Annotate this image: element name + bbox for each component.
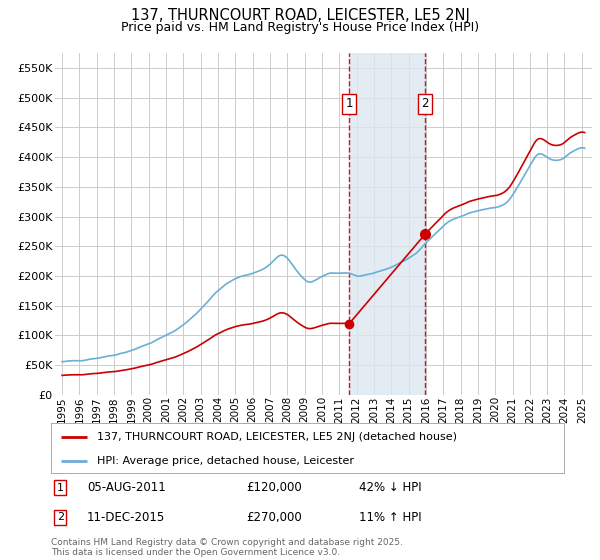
Text: 2: 2 bbox=[421, 97, 428, 110]
Text: 05-AUG-2011: 05-AUG-2011 bbox=[87, 481, 166, 494]
Text: £120,000: £120,000 bbox=[246, 481, 302, 494]
Text: Price paid vs. HM Land Registry's House Price Index (HPI): Price paid vs. HM Land Registry's House … bbox=[121, 21, 479, 34]
Text: Contains HM Land Registry data © Crown copyright and database right 2025.
This d: Contains HM Land Registry data © Crown c… bbox=[51, 538, 403, 557]
Text: 1: 1 bbox=[346, 97, 353, 110]
Text: 11-DEC-2015: 11-DEC-2015 bbox=[87, 511, 165, 524]
Text: HPI: Average price, detached house, Leicester: HPI: Average price, detached house, Leic… bbox=[97, 456, 354, 465]
Bar bbox=[349, 53, 425, 395]
Text: 137, THURNCOURT ROAD, LEICESTER, LE5 2NJ: 137, THURNCOURT ROAD, LEICESTER, LE5 2NJ bbox=[131, 8, 469, 24]
Text: 1: 1 bbox=[57, 483, 64, 493]
Text: £270,000: £270,000 bbox=[246, 511, 302, 524]
Text: 11% ↑ HPI: 11% ↑ HPI bbox=[359, 511, 421, 524]
Text: 137, THURNCOURT ROAD, LEICESTER, LE5 2NJ (detached house): 137, THURNCOURT ROAD, LEICESTER, LE5 2NJ… bbox=[97, 432, 457, 442]
Text: 42% ↓ HPI: 42% ↓ HPI bbox=[359, 481, 421, 494]
Text: 2: 2 bbox=[56, 512, 64, 522]
